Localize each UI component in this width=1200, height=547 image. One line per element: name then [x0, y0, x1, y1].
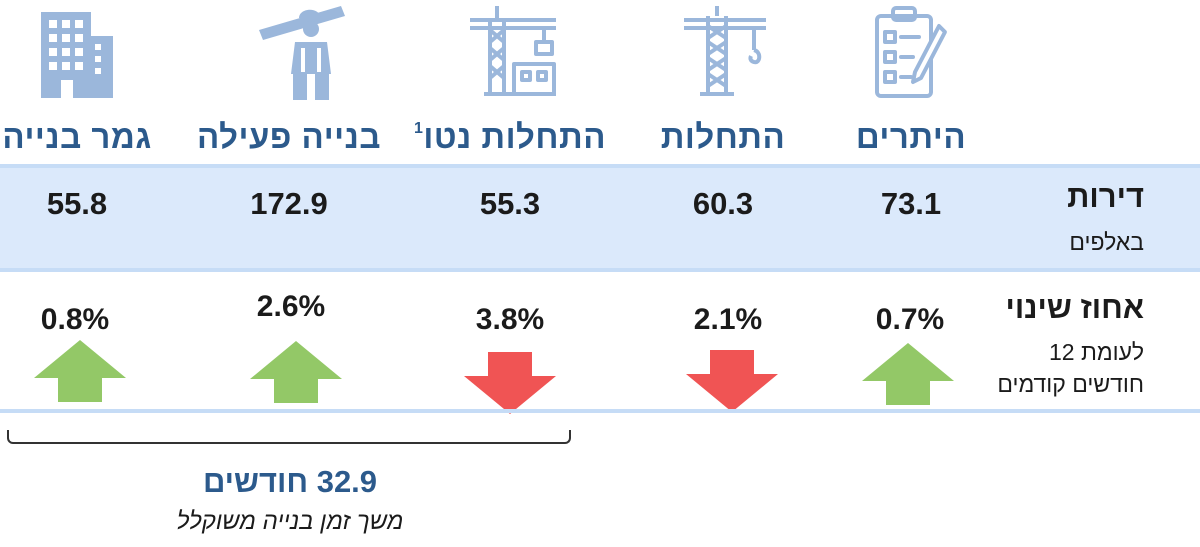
column-title-permits: היתרים — [855, 118, 967, 155]
arrow-up-icon — [250, 341, 342, 403]
duration-bracket — [7, 430, 571, 444]
dwellings-row-band — [0, 164, 1200, 272]
column-title-completions: גמר בנייה — [2, 118, 152, 155]
value-starts: 60.3 — [692, 186, 754, 221]
change-permits: 0.7% — [875, 303, 945, 336]
arrow-up-icon — [34, 340, 126, 402]
arrow-up-icon — [862, 343, 954, 405]
construction-worker-icon — [240, 2, 370, 102]
row-label-percent-change: אחוז שינוי — [1005, 290, 1144, 325]
change-active-construction: 2.6% — [256, 290, 326, 323]
duration-value: 32.9 חודשים — [202, 464, 378, 499]
row-sublabel-thousands: באלפים — [1069, 229, 1144, 255]
office-building-icon — [10, 2, 140, 102]
value-completions: 55.8 — [46, 186, 108, 221]
change-net-starts: 3.8% — [475, 303, 545, 336]
value-permits: 73.1 — [880, 186, 942, 221]
change-starts: 2.1% — [693, 303, 763, 336]
column-title-active-construction: בנייה פעילה — [197, 118, 381, 155]
row-sublabel-prev-months: חודשים קודמים — [997, 371, 1144, 397]
arrow-down-icon — [464, 352, 556, 414]
column-title-starts: התחלות — [660, 118, 786, 155]
value-net-starts: 55.3 — [479, 186, 541, 221]
clipboard-checklist-icon — [840, 2, 970, 102]
crane-building-icon — [445, 2, 575, 102]
bottom-divider — [0, 409, 1200, 413]
row-label-dwellings: דירות — [1067, 179, 1144, 214]
arrow-down-icon — [686, 350, 778, 412]
value-active-construction: 172.9 — [250, 186, 328, 221]
tower-crane-icon — [655, 2, 785, 102]
column-title-net-starts: התחלות נטו1 — [413, 118, 607, 155]
row-sublabel-vs-12: לעומת 12 — [1049, 339, 1144, 365]
footnote-marker: 1 — [413, 120, 424, 137]
change-completions: 0.8% — [40, 303, 110, 336]
duration-label: משך זמן בנייה משוקלל — [176, 508, 404, 535]
